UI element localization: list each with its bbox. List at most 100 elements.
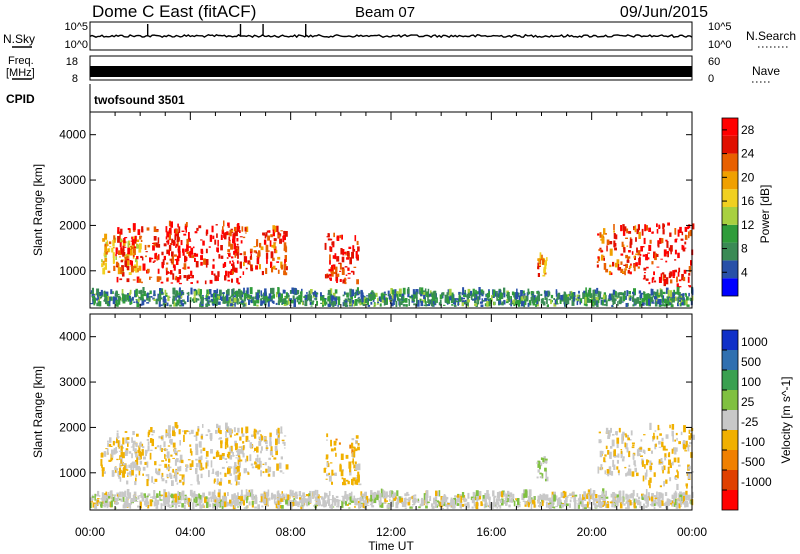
echo-cell [214,499,217,503]
colorbar-tick-label: -25 [741,415,759,429]
echo-cell [286,494,289,501]
echo-cell [148,429,151,434]
echo-cell [219,454,223,460]
echo-cell [176,231,179,238]
echo-cell [632,495,634,501]
echo-cell [460,495,463,503]
echo-cell [223,492,226,500]
echo-cell [208,498,210,503]
echo-cell [605,300,608,307]
echo-cell [223,232,225,238]
echo-cell [469,290,473,296]
echo-cell [597,299,600,304]
echo-cell [313,505,315,507]
echo-cell [569,493,572,496]
echo-cell [256,446,259,453]
echo-cell [217,239,219,247]
echo-cell [570,295,573,298]
echo-cell [688,224,691,229]
echo-cell [242,271,245,275]
echo-cell [205,501,209,508]
echo-cell [258,457,261,465]
echo-cell [238,446,242,448]
echo-cell [614,234,617,239]
echo-cell [170,243,173,245]
echo-cell [171,480,174,486]
echo-cell [203,496,206,503]
echo-cell [647,447,651,451]
echo-cell [146,439,149,441]
echo-cell [662,301,664,307]
echo-cell [425,303,428,307]
echo-cell [406,491,409,496]
echo-cell [543,456,546,463]
echo-cell [334,297,337,305]
echo-cell [613,224,615,231]
echo-cell [153,236,157,241]
echo-cell [277,234,281,238]
echo-cell [272,300,275,304]
echo-cell [101,497,105,502]
echo-cell [429,294,431,296]
echo-cell [651,499,654,507]
echo-cell [224,441,227,450]
echo-cell [116,302,119,307]
echo-cell [285,300,288,306]
echo-cell [588,497,591,505]
echo-cell [221,495,225,502]
echo-cell [188,240,192,242]
echo-cell [665,434,669,439]
echo-cell [343,478,346,485]
echo-cell [271,244,275,248]
echo-cell [625,303,628,307]
echo-cell [172,273,175,280]
echo-cell [111,247,114,253]
echo-cell [651,231,654,234]
echo-cell [183,263,187,270]
echo-cell [346,504,349,506]
echo-cell [258,436,261,440]
echo-cell [340,453,344,460]
echo-cell [212,456,216,459]
echo-cell [586,501,589,508]
echo-cell [371,291,375,297]
echo-cell [269,441,272,447]
echo-cell [95,493,98,497]
echo-cell [478,491,482,497]
echo-cell [297,505,300,508]
echo-cell [212,235,215,240]
echo-cell [676,499,679,502]
echo-cell [164,501,167,506]
echo-cell [269,450,273,456]
echo-cell [526,292,529,300]
echo-cell [629,468,632,476]
echo-cell [108,501,111,507]
echo-cell [105,297,108,305]
echo-cell [638,290,642,294]
echo-cell [595,494,598,499]
echo-cell [482,495,485,502]
echo-cell [226,231,229,236]
echo-cell [677,288,680,296]
echo-cell [654,296,657,300]
echo-cell [674,479,678,480]
echo-cell [193,498,195,503]
echo-cell [148,296,151,302]
echo-cell [237,506,240,508]
echo-cell [129,260,132,265]
echo-cell [209,433,213,440]
echo-cell [333,232,335,238]
echo-cell [322,295,325,302]
echo-cell [157,445,159,447]
echo-cell [140,239,143,242]
echo-cell [326,274,330,278]
echo-cell [644,505,647,507]
echo-cell [150,276,153,278]
echo-cell [463,497,466,503]
echo-cell [389,498,391,502]
echo-cell [136,303,140,307]
echo-cell [138,469,141,476]
echo-cell [232,455,235,457]
echo-cell [169,494,172,498]
echo-cell [166,249,169,255]
